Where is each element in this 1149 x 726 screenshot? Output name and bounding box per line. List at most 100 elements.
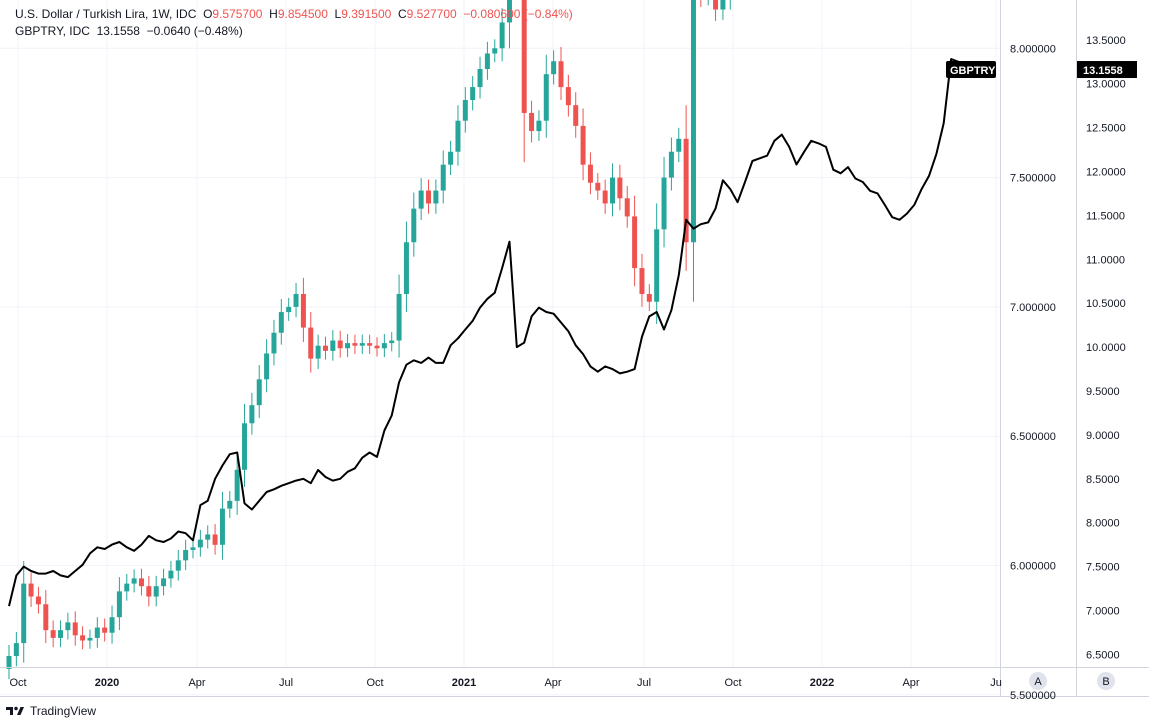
- usdtry-candle: [411, 192, 417, 257]
- x-tick-label: Ju: [990, 677, 1002, 689]
- candle-body: [580, 125, 586, 165]
- axes: [0, 0, 1149, 697]
- candle-body: [690, 0, 696, 243]
- usdtry-legend-row[interactable]: U.S. Dollar / Turkish Lira, 1W, IDC O9.5…: [15, 6, 573, 23]
- usdtry-candle: [690, 0, 696, 302]
- candle-body: [286, 306, 292, 313]
- candle-body: [6, 656, 12, 669]
- gbptry-change: −0.0640 (−0.48%): [146, 24, 243, 38]
- usdtry-candle: [595, 173, 601, 200]
- usdtry-candle: [43, 590, 49, 644]
- candle-body: [345, 343, 351, 349]
- usdtry-tick-label: 7.000000: [1010, 302, 1056, 314]
- usdtry-change: −0.080600 (−0.84%): [463, 7, 573, 21]
- candle-body: [330, 340, 336, 351]
- usdtry-candle: [234, 454, 240, 515]
- usdtry-candle: [293, 282, 299, 318]
- usdtry-candle: [345, 334, 351, 358]
- candle-body: [80, 635, 86, 641]
- usdtry-candle: [131, 569, 137, 593]
- usdtry-candle: [175, 549, 181, 581]
- x-tick-label: Jul: [279, 677, 293, 689]
- usdtry-candle: [587, 152, 593, 195]
- usdtry-candle: [50, 620, 56, 648]
- gbptry-tick-label: 11.5000: [1086, 210, 1125, 222]
- usdtry-candle: [455, 105, 461, 166]
- usdtry-candle: [602, 179, 608, 214]
- usdtry-candle: [80, 626, 86, 650]
- usdtry-candle: [94, 617, 100, 648]
- usdtry-candle: [308, 312, 314, 373]
- usdtry-candle: [300, 277, 306, 343]
- candle-body: [448, 151, 454, 165]
- gbptry-tick-label: 12.5000: [1086, 123, 1126, 135]
- usdtry-tick-label: 6.500000: [1010, 431, 1056, 443]
- usdtry-candle: [116, 577, 122, 631]
- scale-button-b[interactable]: B: [1097, 672, 1115, 690]
- candle-body: [102, 627, 108, 633]
- usdtry-candle: [374, 337, 380, 357]
- gbptry-price-badge-text: 13.1558: [1083, 65, 1123, 77]
- usdtry-candle: [484, 41, 490, 80]
- scale-button-b-label: B: [1102, 676, 1109, 688]
- candle-body: [256, 379, 262, 406]
- usdtry-tick-label: 5.500000: [1010, 690, 1056, 702]
- candle-body: [661, 177, 667, 230]
- usdtry-candle: [477, 56, 483, 99]
- usdtry-candle: [418, 178, 424, 221]
- candle-body: [168, 570, 174, 579]
- candle-body: [315, 345, 321, 359]
- gbptry-tick-label: 10.5000: [1086, 298, 1126, 310]
- low-value: 9.391500: [341, 7, 392, 21]
- usdtry-candle: [713, 0, 719, 21]
- usdtry-candle: [153, 575, 159, 607]
- candle-body: [632, 216, 638, 269]
- x-tick-label: Oct: [366, 677, 383, 689]
- usdtry-candle: [278, 299, 284, 345]
- scale-button-a[interactable]: A: [1029, 672, 1047, 690]
- usdtry-candle: [35, 586, 41, 614]
- usdtry-candle: [729, 0, 731, 10]
- usdtry-candle: [720, 0, 726, 20]
- usdtry-title: U.S. Dollar / Turkish Lira, 1W, IDC: [15, 7, 197, 21]
- gbptry-axis-ticks: 6.5000 7.0000 7.5000 8.0000 8.5000 9.0000 9.50…: [1086, 35, 1126, 662]
- candle-body: [308, 327, 314, 359]
- usdtry-candle: [565, 74, 571, 117]
- x-tick-label: 2022: [810, 677, 834, 689]
- usdtry-candle: [551, 50, 557, 85]
- candle-body: [624, 198, 630, 217]
- candle-body: [602, 190, 608, 204]
- candle-body: [381, 343, 387, 349]
- candle-body: [610, 177, 616, 204]
- candle-body: [389, 340, 395, 344]
- candle-body: [322, 345, 328, 351]
- gbptry-legend-row[interactable]: GBPTRY, IDC 13.1558 −0.0640 (−0.48%): [15, 23, 573, 40]
- candle-body: [426, 190, 432, 204]
- high-value: 9.854500: [277, 7, 328, 21]
- gbptry-value: 13.1558: [96, 24, 140, 38]
- usdtry-candle: [381, 334, 387, 358]
- candle-body: [58, 630, 64, 638]
- candle-body: [440, 164, 446, 191]
- candle-body: [153, 586, 159, 597]
- candle-body: [65, 622, 71, 631]
- usdtry-candle: [448, 140, 454, 176]
- candle-body: [462, 100, 468, 121]
- usdtry-candle: [632, 195, 638, 287]
- candle-body: [506, 0, 512, 23]
- candle-body: [271, 332, 277, 354]
- candle-body: [293, 293, 299, 307]
- usdtry-candle: [558, 47, 564, 101]
- usdtry-candle: [21, 560, 27, 663]
- candle-body: [109, 617, 115, 633]
- candle-body: [558, 61, 564, 88]
- candle-body: [219, 508, 225, 545]
- candle-body: [183, 549, 189, 561]
- candle-body: [720, 0, 726, 10]
- usdtry-candle: [683, 105, 689, 271]
- tradingview-logo[interactable]: TradingView: [6, 704, 96, 718]
- candle-body: [28, 583, 34, 597]
- usdtry-candle: [426, 179, 432, 214]
- usdtry-candle: [322, 336, 328, 360]
